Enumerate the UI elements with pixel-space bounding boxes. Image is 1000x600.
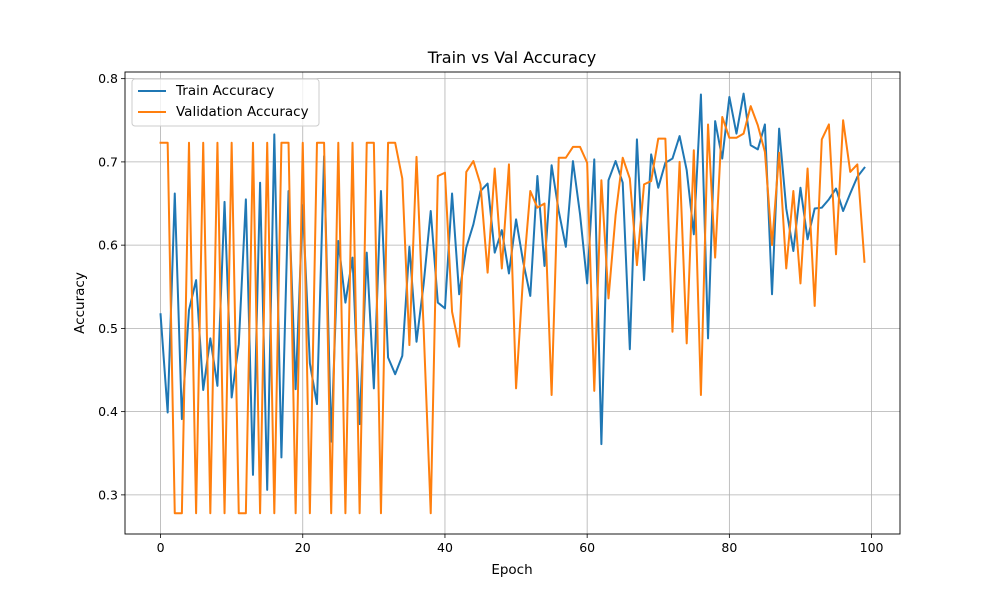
x-tick-label: 0 (157, 540, 165, 555)
y-axis-label: Accuracy (72, 272, 88, 334)
legend-label-train: Train Accuracy (175, 83, 274, 99)
plot-frame (124, 71, 901, 535)
legend-label-validation: Validation Accuracy (176, 104, 309, 120)
x-axis-label: Epoch (491, 562, 532, 578)
y-tick-label: 0.4 (98, 404, 118, 419)
y-tick-label: 0.8 (98, 71, 118, 86)
chart-title: Train vs Val Accuracy (427, 48, 596, 67)
x-tick-label: 100 (860, 540, 884, 555)
y-tick-label: 0.5 (98, 321, 118, 336)
x-axis: 0 20 40 60 80 100 (157, 534, 884, 555)
legend: Train Accuracy Validation Accuracy (131, 78, 320, 127)
y-tick-label: 0.6 (98, 238, 118, 253)
x-tick-label: 80 (721, 540, 737, 555)
y-tick-label: 0.7 (98, 154, 118, 169)
series-layer (159, 92, 866, 515)
validation-accuracy-line (159, 105, 866, 515)
x-tick-label: 40 (437, 540, 453, 555)
x-tick-label: 20 (295, 540, 311, 555)
y-axis: 0.3 0.4 0.5 0.6 0.7 0.8 (98, 71, 125, 502)
x-tick-label: 60 (579, 540, 595, 555)
legend-box (131, 78, 320, 127)
y-tick-label: 0.3 (98, 487, 118, 502)
